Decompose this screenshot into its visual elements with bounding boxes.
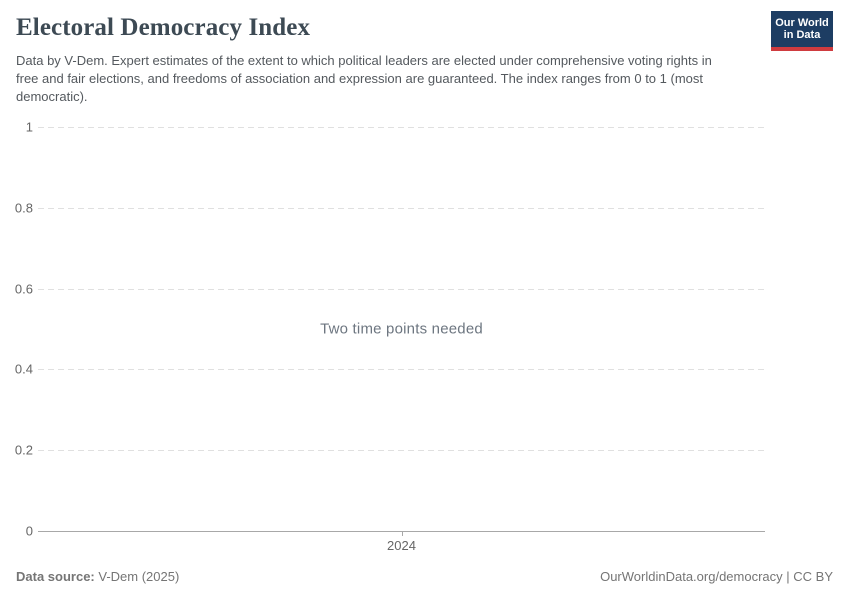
data-source: Data source: V-Dem (2025) [16,569,179,585]
y-axis-tick-label: 1 [25,119,33,135]
credit-link[interactable]: OurWorldinData.org/democracy [600,569,783,584]
y-axis-tick-label: 0.4 [14,361,33,377]
y-axis-tick-label: 0.2 [14,442,33,458]
grid-line [38,369,765,371]
owid-logo-line2: in Data [783,29,821,41]
data-source-label: Data source: [16,569,95,584]
x-axis-tick-label: 2024 [387,538,416,553]
chart-footer: Data source: V-Dem (2025) OurWorldinData… [16,569,833,585]
chart-subtitle: Data by V-Dem. Expert estimates of the e… [16,53,712,104]
empty-chart-message: Two time points needed [320,320,483,338]
owid-logo[interactable]: Our World in Data [771,11,833,51]
grid-line [38,450,765,452]
data-source-value: V-Dem (2025) [98,569,180,584]
owid-logo-line1: Our World [775,16,829,29]
grid-line [38,127,765,128]
x-axis-tick-mark [401,531,403,536]
grid-line [38,207,765,209]
y-axis-tick-label: 0.8 [14,200,33,216]
grid-line [38,288,765,290]
credit: OurWorldinData.org/democracy | CC BY [600,569,833,585]
credit-license: | CC BY [786,569,833,584]
plot-area: Two time points needed 0 0.2 0.4 0.6 0.8 1 202… [15,120,765,553]
y-axis-tick-label: 0 [25,523,33,539]
y-axis-tick-label: 0.6 [14,281,33,297]
chart-title: Electoral Democracy Index [16,14,311,41]
